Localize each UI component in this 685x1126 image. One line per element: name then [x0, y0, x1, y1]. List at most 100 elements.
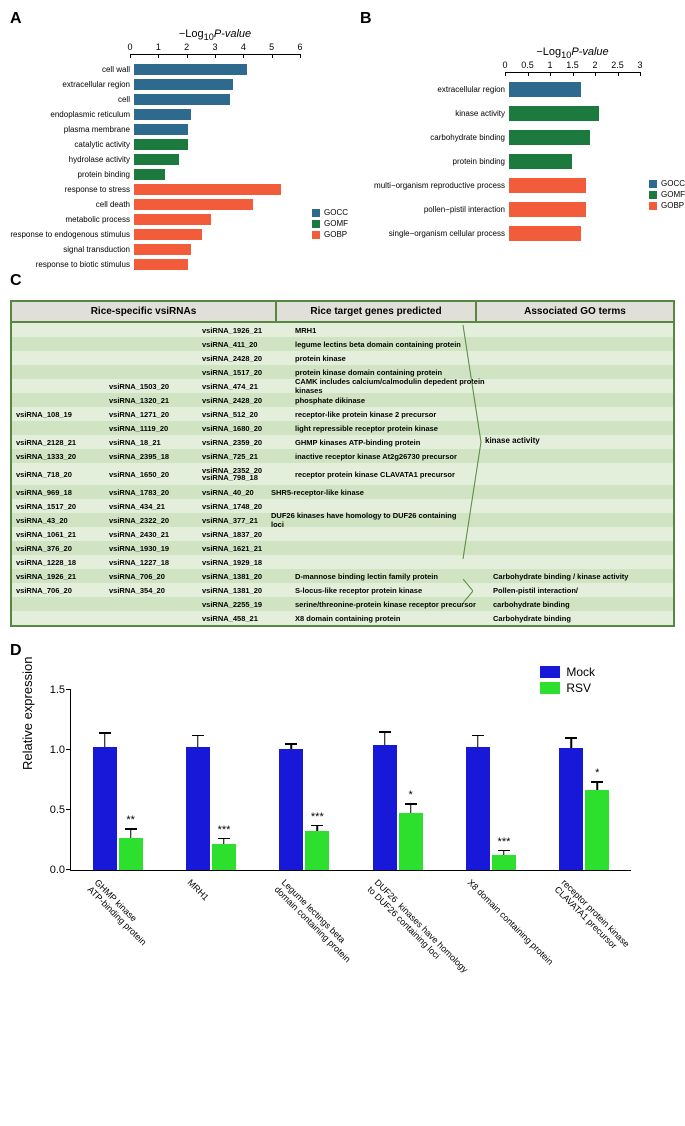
legend-swatch: [312, 231, 320, 239]
d-legend-item: Mock: [540, 665, 595, 679]
error-bar: [99, 732, 111, 746]
vsirna-cell: vsiRNA_512_20: [198, 410, 291, 419]
d-ytick: 1.0: [50, 744, 71, 756]
d-bar: *: [399, 813, 423, 871]
target-cell: D-mannose binding lectin family protein: [291, 572, 489, 581]
hbar-row: catalytic activity: [10, 137, 350, 151]
target-cell: legume lectins beta domain containing pr…: [291, 340, 489, 349]
panel-a: A −Log10P-value0123456cell wallextracell…: [10, 10, 350, 272]
vsirna-cell: vsiRNA_1503_20: [105, 382, 198, 391]
x-tick: 2: [592, 60, 597, 70]
x-tick: 2.5: [611, 60, 624, 70]
hbar-label: response to stress: [10, 185, 134, 194]
hbar-bar: [134, 214, 211, 225]
legend-item: GOBP: [649, 201, 685, 210]
d-xlabel: DUF26 kinases have homology to DUF26 con…: [365, 878, 469, 982]
hbar-bar: [509, 202, 586, 217]
vsirna-cell: vsiRNA_1228_18: [12, 558, 105, 567]
hbar-row: signal transduction: [10, 242, 350, 256]
vsirna-cell: vsiRNA_1119_20: [105, 424, 198, 433]
legend-label: GOCC: [661, 179, 685, 188]
hbar-label: response to endogenous stimulus: [10, 230, 134, 239]
vsirna-cell: vsiRNA_1930_19: [105, 544, 198, 553]
legend-label: GOBP: [661, 201, 684, 210]
d-bar: [279, 749, 303, 870]
d-bar: [93, 747, 117, 871]
vsirna-cell: vsiRNA_434_21: [105, 502, 198, 511]
d-legend-label: Mock: [566, 665, 595, 679]
axis-title: −Log10P-value: [130, 28, 300, 42]
hbar-bar: [509, 226, 581, 241]
hbar-label: kinase activity: [360, 109, 509, 118]
hbar-label: extracellular region: [360, 85, 509, 94]
hbar-row: response to endogenous stimulus: [10, 227, 350, 241]
hbar-row: metabolic process: [10, 212, 350, 226]
target-cell: phosphate dikinase: [291, 396, 489, 405]
table-row: vsiRNA_108_19vsiRNA_1271_20vsiRNA_512_20…: [12, 407, 673, 421]
hbar-bar: [134, 154, 179, 165]
panel-c-table: Rice-specific vsiRNAsRice target genes p…: [10, 300, 675, 627]
vsirna-cell: vsiRNA_354_20: [105, 586, 198, 595]
error-bar: [472, 735, 484, 747]
error-bar: [285, 743, 297, 749]
error-bar: [125, 828, 137, 838]
table-body: vsiRNA_1926_21MRH1vsiRNA_411_20legume le…: [12, 323, 673, 625]
x-tick: 0: [127, 42, 132, 52]
vsirna-cell: vsiRNA_411_20: [198, 340, 291, 349]
vsirna-cell: vsiRNA_2428_20: [198, 396, 291, 405]
hbar-label: protein binding: [10, 170, 134, 179]
hbar-row: hydrolase activity: [10, 152, 350, 166]
x-tick: 5: [269, 42, 274, 52]
hbar-row: plasma membrane: [10, 122, 350, 136]
d-bar: **: [119, 838, 143, 870]
error-bar: [192, 735, 204, 747]
x-tick: 2: [184, 42, 189, 52]
hbar-row: response to biotic stimulus: [10, 257, 350, 271]
legend-item: GOMF: [312, 219, 348, 228]
error-bar: [405, 803, 417, 813]
hbar-label: metabolic process: [10, 215, 134, 224]
legend-swatch: [649, 180, 657, 188]
table-row: vsiRNA_411_20legume lectins beta domain …: [12, 337, 673, 351]
table-row: vsiRNA_1119_20vsiRNA_1680_20light repres…: [12, 421, 673, 435]
legend: GOCCGOMFGOBP: [649, 179, 685, 212]
vsirna-cell: vsiRNA_458_21: [198, 614, 291, 623]
hbar-label: pollen−pistil interaction: [360, 205, 509, 214]
error-bar: [565, 737, 577, 748]
vsirna-cell: vsiRNA_706_20: [105, 572, 198, 581]
vsirna-cell: vsiRNA_1680_20: [198, 424, 291, 433]
hbar-label: signal transduction: [10, 245, 134, 254]
legend-swatch: [312, 209, 320, 217]
table-row: vsiRNA_2255_19serine/threonine-protein k…: [12, 597, 673, 611]
vsirna-cell: vsiRNA_1650_20: [105, 470, 198, 479]
hbar-row: extracellular region: [360, 80, 675, 98]
hbar-row: cell death: [10, 197, 350, 211]
hbar-bar: [509, 154, 572, 169]
go-bracket-small: [463, 579, 473, 603]
error-bar: [379, 731, 391, 745]
hbar-row: carbohydrate binding: [360, 128, 675, 146]
table-row: vsiRNA_1503_20vsiRNA_474_21CAMK includes…: [12, 379, 673, 393]
d-xlabel: MRH1: [185, 878, 210, 903]
d-ytick: 0.0: [50, 864, 71, 876]
target-cell: MRH1: [291, 326, 489, 335]
panel-b-label: B: [360, 10, 372, 27]
vsirna-cell: vsiRNA_1227_18: [105, 558, 198, 567]
table-row: vsiRNA_43_20vsiRNA_2322_20vsiRNA_377_21D…: [12, 513, 673, 527]
vsirna-cell: vsiRNA_1320_21: [105, 396, 198, 405]
hbar-label: cell: [10, 95, 134, 104]
hbar-row: cell: [10, 92, 350, 106]
legend-label: GOCC: [324, 208, 348, 217]
hbar-bar: [509, 178, 586, 193]
d-bar: *: [585, 790, 609, 870]
hbar-bar: [134, 64, 247, 75]
target-cell: X8 domain containing protein: [291, 614, 489, 623]
target-cell: CAMK includes calcium/calmodulin depeden…: [291, 377, 489, 395]
hbar-row: protein binding: [360, 152, 675, 170]
d-ytick: 1.5: [50, 684, 71, 696]
vsirna-cell: vsiRNA_725_21: [198, 452, 291, 461]
d-ylabel: Relative expression: [20, 657, 35, 770]
chart-d: MockRSVRelative expression0.00.51.01.5**…: [10, 690, 675, 1010]
panel-c-label: C: [10, 272, 22, 289]
table-row: vsiRNA_706_20vsiRNA_354_20vsiRNA_1381_20…: [12, 583, 673, 597]
